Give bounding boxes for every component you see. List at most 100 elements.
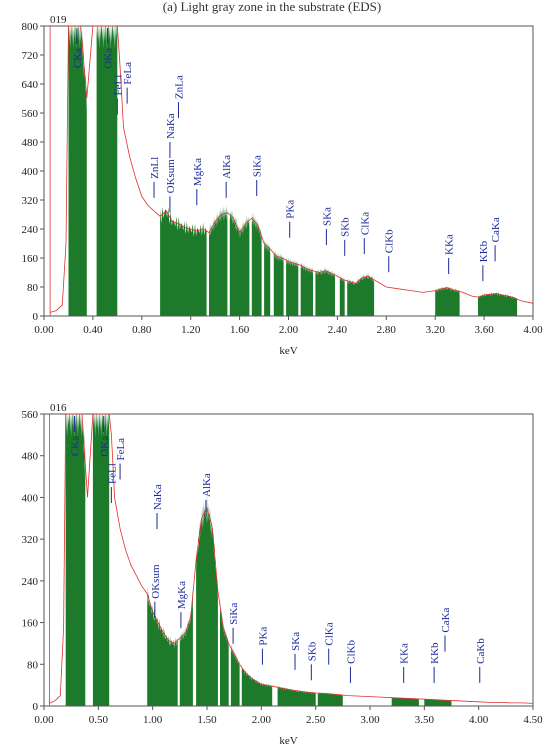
peak-marker: MgKa (176, 581, 188, 629)
x-tick-label: 2.00 (252, 714, 272, 726)
x-tick-label: 0.00 (34, 714, 54, 726)
peak-marker: FeLl (112, 75, 124, 115)
x-tick-label: 3.50 (415, 714, 435, 726)
spectrum-fill-region (300, 261, 313, 316)
peak-label: CaKa (490, 217, 502, 242)
spectrum-fill-region (286, 255, 299, 316)
peak-marker: KKb (478, 240, 490, 282)
spectrum-fill-region (273, 249, 284, 316)
peak-label: CaKa (440, 607, 452, 632)
x-tick-label: 4.50 (523, 714, 543, 726)
y-tick-label: 0 (33, 701, 39, 713)
x-tick-label: 3.60 (474, 324, 494, 336)
y-tick-label: 80 (27, 659, 39, 671)
peak-label: ZnLa (173, 75, 185, 99)
peak-label: FeLa (115, 438, 127, 461)
peak-marker: OKa (99, 416, 111, 457)
x-tick-label: 1.60 (230, 324, 250, 336)
x-tick-label: 4.00 (523, 324, 543, 336)
x-tick-label: 2.50 (306, 714, 326, 726)
peak-marker: KKa (399, 643, 411, 683)
peak-marker: OKsum (165, 159, 177, 213)
peak-marker: ZnLl (149, 157, 161, 198)
peak-marker: ClKa (359, 212, 371, 255)
peak-marker: OKa (103, 28, 115, 69)
peak-label: PKa (285, 200, 297, 219)
peak-label: SiKa (252, 155, 264, 177)
y-tick-label: 720 (22, 50, 39, 62)
y-tick-label: 240 (22, 224, 39, 236)
peak-label: NaKa (165, 113, 177, 139)
peak-marker: CKa (72, 28, 84, 68)
peak-label: SKa (290, 632, 302, 651)
x-tick-label: 0.40 (83, 324, 103, 336)
peak-label: PKa (257, 627, 269, 646)
peak-marker: ClKb (345, 640, 357, 683)
peak-label: FeLl (112, 75, 124, 96)
spectrum-fill-region (241, 665, 273, 706)
peak-label: KKb (429, 642, 441, 664)
peak-marker: SKa (321, 207, 333, 245)
x-tick-label: 1.50 (197, 714, 217, 726)
peak-marker: MgKa (192, 158, 204, 206)
y-tick-label: 400 (22, 166, 39, 178)
spectrum-fill-region (160, 206, 207, 316)
peak-label: FeLa (122, 62, 134, 85)
x-tick-label: 1.00 (143, 714, 163, 726)
spectrum-fill-region (264, 238, 271, 316)
eds-spectrum-chart-2: 016 0 80 160 240 320 400 480 560 0.00 0.50 1.00 1.50… (22, 402, 544, 747)
spectrum-fill-region (317, 692, 343, 706)
spectrum-fill-region (315, 267, 335, 316)
spectrum-fill-region (435, 285, 460, 316)
peak-label: SKb (340, 217, 352, 237)
x-axis-title: keV (279, 345, 297, 357)
peak-marker: PKa (257, 627, 269, 665)
x-tick-label: 2.40 (328, 324, 348, 336)
spectrum-fill-region (339, 274, 345, 316)
peak-marker: SKb (340, 217, 352, 256)
x-axis-title: keV (279, 735, 297, 747)
y-tick-label: 640 (22, 79, 39, 91)
peak-label: OKsum (150, 564, 162, 599)
spectrum-fill-region (478, 292, 518, 316)
peak-label: MgKa (176, 581, 188, 609)
spectrum-fill-region (147, 585, 178, 706)
eds-spectrum-chart-1: 019 0 80 160 240 320 400 480 560 640 720 800 0.00 0.4… (22, 14, 544, 357)
peak-label: OKa (99, 436, 111, 457)
x-tick-label: 2.80 (377, 324, 397, 336)
peak-marker: SKb (306, 641, 318, 681)
peak-label: SiKa (228, 603, 240, 625)
x-tick-label: 0.00 (34, 324, 54, 336)
peak-marker: AlKa (221, 155, 233, 198)
peak-label: ClKb (345, 640, 357, 664)
peak-label: ClKa (324, 622, 336, 645)
peak-label: CaKb (475, 638, 487, 664)
peak-marker: ClKb (384, 229, 396, 273)
spectrum-fill-region (229, 209, 250, 316)
x-tick-label: 1.20 (181, 324, 201, 336)
spectrum-fill-region (196, 492, 218, 706)
y-tick-label: 160 (22, 618, 39, 630)
peak-label: SKb (306, 641, 318, 661)
spectrum-fill-region (209, 204, 228, 316)
x-tick-label: 3.20 (426, 324, 446, 336)
peak-marker: NaKa (165, 113, 177, 158)
y-tick-label: 480 (22, 137, 39, 149)
peak-marker: KKa (444, 234, 456, 274)
peak-marker: CaKb (475, 638, 487, 683)
spectrum-fill-region (65, 414, 86, 706)
spectrum-fill-region (92, 414, 110, 706)
y-tick-label: 560 (22, 409, 39, 421)
peak-marker: FeLa (122, 62, 134, 104)
peak-label: OKa (103, 48, 115, 69)
peak-label: CKa (72, 48, 84, 68)
spectrum-id-label: 016 (50, 402, 67, 414)
y-tick-label: 320 (22, 534, 39, 546)
spectrum-line (49, 413, 534, 704)
peak-marker: ZnLa (173, 75, 185, 119)
peak-marker: SKa (290, 632, 302, 670)
peak-marker: CaKa (490, 217, 502, 262)
peak-label: AlKa (201, 473, 213, 497)
spectrum-fill-region (251, 210, 262, 316)
y-tick-label: 320 (22, 195, 39, 207)
